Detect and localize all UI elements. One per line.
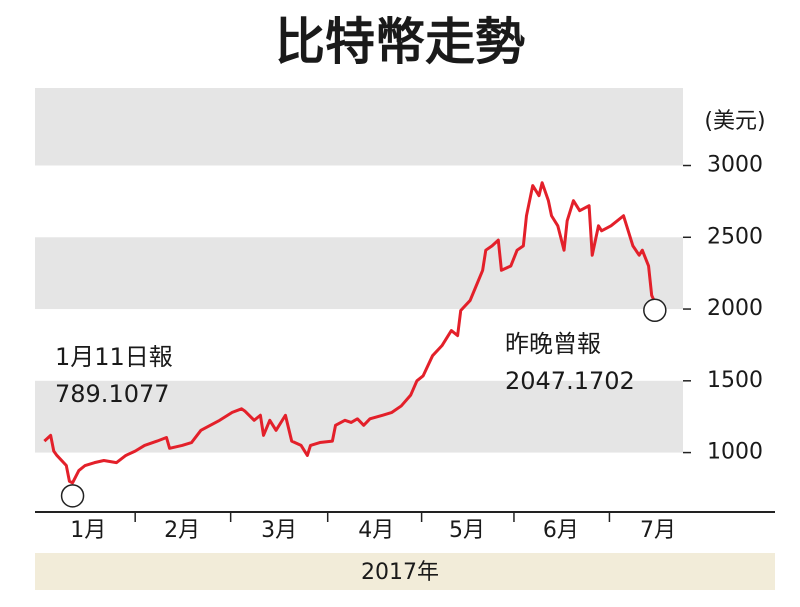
x-label-strip [35, 553, 775, 590]
y-tick-label: 2500 [707, 224, 763, 249]
x-tick-label: 4月 [358, 518, 394, 543]
y-tick-label: 1500 [707, 368, 763, 393]
annotation-marker [643, 298, 667, 323]
y-tick-label: 3000 [707, 153, 763, 178]
x-tick-label: 2月 [164, 518, 200, 543]
x-tick-label: 6月 [543, 518, 579, 543]
grid-band [35, 88, 683, 166]
price-line [43, 181, 657, 485]
x-axis-label: 2017年 [361, 560, 439, 585]
x-tick-label: 1月 [70, 518, 106, 543]
annotation-label: 1月11日報 [55, 343, 173, 371]
annotation-value: 789.1077 [55, 380, 170, 408]
annotation-label: 昨晚曾報 [505, 330, 601, 358]
x-tick-label: 5月 [449, 518, 485, 543]
y-tick-label: 1000 [707, 440, 763, 465]
annotation-marker [60, 484, 85, 508]
y-axis-label: (美元) [704, 109, 765, 134]
x-tick-label: 7月 [640, 518, 676, 543]
chart-title: 比特幣走勢 [275, 12, 525, 71]
x-tick-label: 3月 [261, 518, 297, 543]
grid-band [35, 380, 683, 453]
y-tick-label: 2000 [707, 296, 763, 321]
grid-band [35, 237, 683, 310]
annotation-value: 2047.1702 [505, 367, 635, 395]
